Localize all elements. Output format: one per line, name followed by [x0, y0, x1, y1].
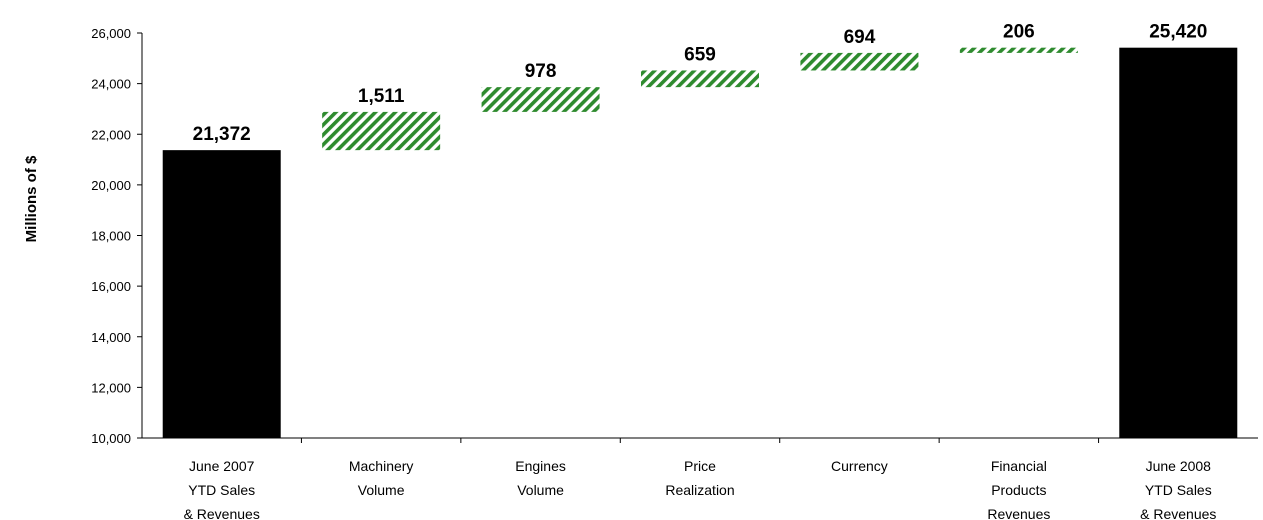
value-label: 694 [844, 27, 876, 48]
category-label-line: YTD Sales [1145, 482, 1212, 498]
category-label: Price Realization [665, 458, 734, 498]
total-bar [1119, 47, 1238, 439]
total-bar [162, 150, 281, 439]
category-label: Currency [831, 458, 888, 474]
value-label: 206 [1003, 22, 1035, 43]
value-label: 659 [684, 44, 716, 65]
category-label-line: Products [991, 482, 1046, 498]
delta-bar [481, 87, 600, 112]
y-tick-label: 24,000 [91, 77, 131, 92]
delta-bar [800, 52, 919, 71]
category-label-line: Volume [517, 482, 564, 498]
value-label: 1,511 [358, 86, 405, 107]
delta-bar [322, 111, 441, 151]
category-label-line: & Revenues [1140, 506, 1216, 520]
axes: 10,000 12,000 14,000 16,000 18,000 20,000 22,0… [91, 26, 1258, 446]
category-labels: June 2007 YTD Sales & Revenues Machinery Vol… [184, 458, 1217, 520]
y-tick-label: 16,000 [91, 279, 131, 294]
category-label: Engines Volume [515, 458, 566, 498]
category-label-line: June 2008 [1146, 458, 1212, 474]
category-label-line: Financial [991, 458, 1047, 474]
value-label: 21,372 [193, 124, 251, 145]
y-tick-label: 26,000 [91, 26, 131, 41]
y-axis-label: Millions of $ [23, 155, 40, 242]
category-label-line: Engines [515, 458, 566, 474]
y-tick-label: 12,000 [91, 380, 131, 395]
value-label: 978 [525, 61, 557, 82]
delta-bar [641, 70, 759, 88]
category-label-line: & Revenues [184, 506, 260, 520]
category-label-line: Revenues [987, 506, 1050, 520]
delta-bar [959, 47, 1078, 53]
category-label-line: YTD Sales [188, 482, 255, 498]
y-tick-label: 10,000 [91, 431, 131, 446]
value-label: 25,420 [1149, 22, 1207, 43]
category-label: June 2008 YTD Sales & Revenues [1140, 458, 1216, 520]
y-tick-label: 20,000 [91, 178, 131, 193]
bars [162, 47, 1238, 439]
category-label-line: Price [684, 458, 716, 474]
y-tick-label: 18,000 [91, 229, 131, 244]
value-labels: 21,372 1,511 978 659 694 206 25,420 [193, 22, 1208, 145]
y-tick-label: 14,000 [91, 330, 131, 345]
category-label-line: Currency [831, 458, 888, 474]
y-tick-label: 22,000 [91, 127, 131, 142]
category-label-line: Volume [358, 482, 405, 498]
category-label: Financial Products Revenues [987, 458, 1050, 520]
category-label: Machinery Volume [349, 458, 414, 498]
category-label-line: Realization [665, 482, 734, 498]
category-label-line: June 2007 [189, 458, 255, 474]
category-label-line: Machinery [349, 458, 414, 474]
category-label: June 2007 YTD Sales & Revenues [184, 458, 260, 520]
